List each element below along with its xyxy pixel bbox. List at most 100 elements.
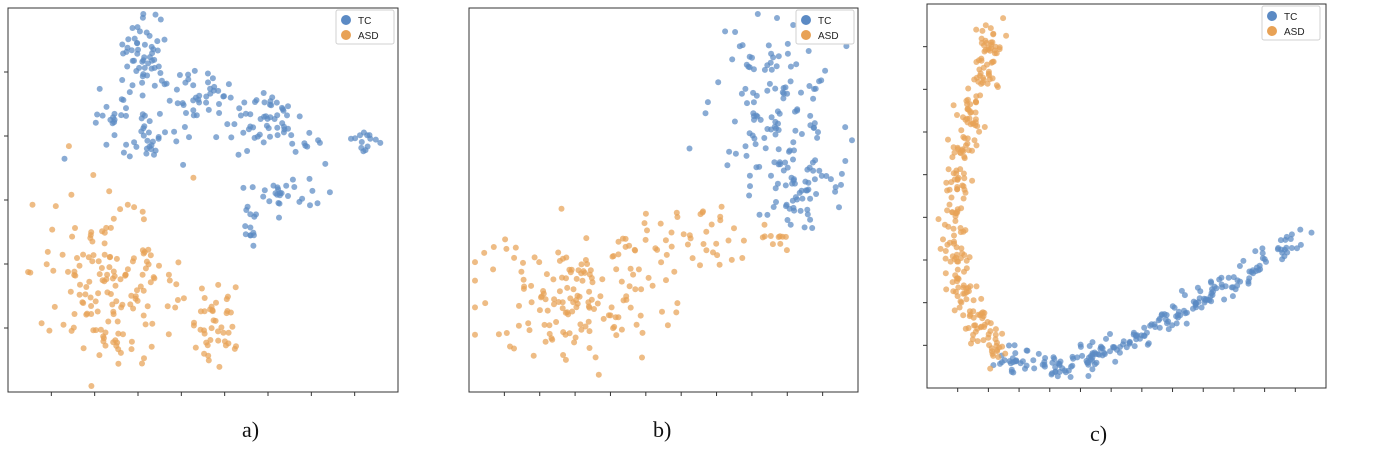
asd-point [972,98,979,105]
asd-point [570,299,577,306]
asd-point [201,330,208,337]
legend-label-tc-c: TC [1284,12,1297,23]
tc-point [247,232,254,239]
asd-point [80,345,87,352]
asd-point [25,269,32,275]
tc-point [790,22,797,28]
tc-point [774,108,781,115]
tc-point [243,207,250,213]
tc-point [765,42,772,49]
asd-point [141,355,147,362]
tc-point [1101,351,1108,357]
asd-point [981,124,988,130]
asd-point [642,210,649,217]
asd-point [50,267,57,274]
asd-point [572,334,579,341]
tc-point [209,75,216,82]
asd-point [551,301,557,308]
tc-point [1178,287,1185,294]
tc-point [1141,324,1148,331]
tc-point [768,172,774,179]
asd-point [639,354,645,361]
asd-point [575,267,582,274]
tc-point [254,133,261,140]
tc-point [1259,250,1266,257]
tc-point [784,217,791,223]
asd-point [95,290,102,297]
tc-point [148,146,155,153]
tc-point [152,11,159,18]
tc-point [1277,237,1284,244]
tc-point [166,97,173,104]
tc-point [190,112,197,119]
tc-point [1006,342,1012,349]
asd-point [969,336,976,343]
asd-point [68,191,75,198]
asd-point [635,266,642,273]
asd-point [622,235,629,242]
asd-point [515,322,522,329]
tc-point [1007,360,1014,367]
asd-point [113,298,120,305]
asd-point [520,276,527,283]
tc-point [1308,229,1315,236]
asd-point [72,225,78,231]
tc-point [784,164,791,171]
asd-point [229,323,236,330]
tc-point [103,103,110,110]
asd-point [112,282,119,289]
asd-point [209,308,216,315]
asd-point [546,330,553,337]
panel-c: TC ASD c) [923,3,1327,446]
tc-point [780,85,787,91]
asd-point [140,216,147,223]
asd-point [122,271,129,278]
asd-point [708,221,715,228]
asd-point [198,285,205,292]
tc-point [207,90,214,97]
asd-point [578,261,585,268]
asd-point [940,236,946,243]
asd-point [668,243,675,250]
asd-point [526,327,533,334]
legend-label-asd-c: ASD [1284,27,1305,38]
asd-point [577,321,584,328]
tc-point [196,99,203,106]
asd-point [985,334,992,341]
asd-point [213,299,219,306]
tc-point [1255,267,1262,274]
asd-point [978,323,985,330]
asd-point [139,360,145,367]
tc-point [242,231,249,238]
asd-point [979,27,986,34]
tc-point [1236,263,1243,269]
points-b [472,11,855,378]
tc-point [291,184,298,190]
tc-point [807,216,814,223]
asd-point [989,39,996,46]
asd-point [951,232,957,239]
tc-point [274,184,281,191]
tc-point [822,67,829,74]
asd-point [110,215,117,222]
tc-point [742,143,749,150]
asd-point [595,371,602,378]
tc-point [805,48,812,54]
tc-point [702,110,709,117]
tc-point [743,152,750,159]
tc-point [742,85,749,92]
tc-point [1116,349,1123,356]
tc-point [260,90,267,96]
tc-point [191,67,198,74]
tc-point [1259,245,1266,252]
asd-point [210,317,217,324]
tc-point [768,114,775,121]
asd-point [109,301,116,308]
asd-point [664,322,671,329]
asd-point [961,186,968,193]
tc-point [1031,365,1038,372]
tc-point [775,53,782,60]
tc-point [94,111,101,118]
tc-point [151,151,157,158]
asd-point [946,201,953,208]
